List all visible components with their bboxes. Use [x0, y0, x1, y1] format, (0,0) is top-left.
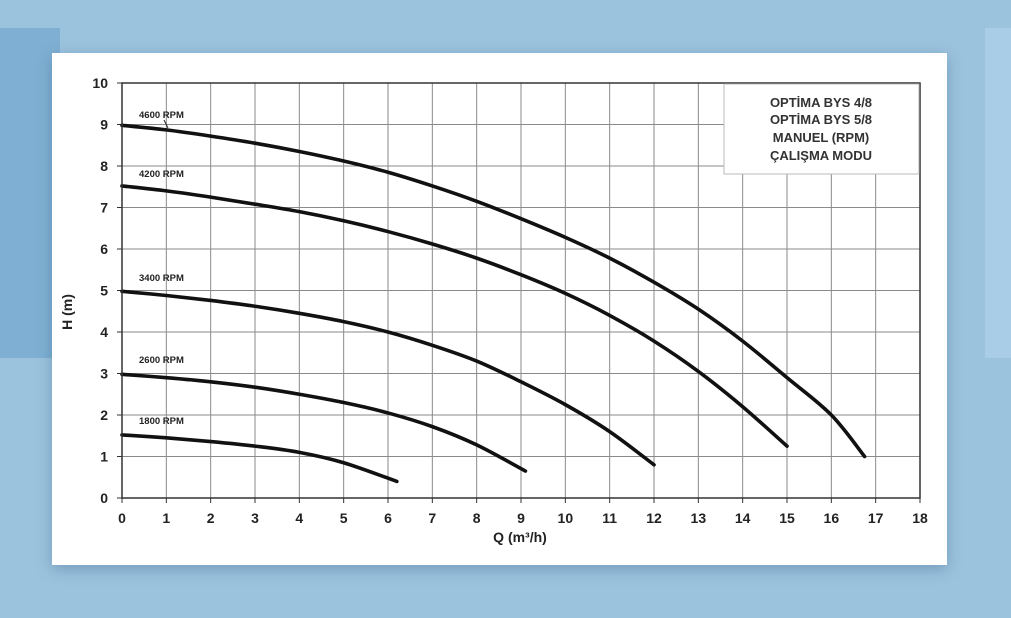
legend-box: OPTİMA BYS 4/8 OPTİMA BYS 5/8 MANUEL (RP…: [723, 83, 920, 175]
x-tick-label: 0: [118, 510, 126, 526]
y-tick-label: 8: [100, 158, 108, 174]
y-tick-label: 3: [100, 366, 108, 382]
series-label-leader: [163, 119, 169, 129]
series-line-4600: [120, 123, 867, 459]
x-tick-label: 1: [162, 510, 170, 526]
x-tick-label: 8: [473, 510, 481, 526]
y-tick-label: 9: [100, 117, 108, 133]
series-label-1800: 1800 RPM: [139, 416, 184, 427]
x-tick-label: 16: [824, 510, 840, 526]
x-tick-label: 18: [912, 510, 928, 526]
x-tick-label: 11: [602, 510, 617, 526]
x-tick-label: 3: [251, 510, 259, 526]
x-tick-label: 9: [517, 510, 525, 526]
series-label-4200: 4200 RPM: [139, 169, 184, 180]
legend-line-2: OPTİMA BYS 5/8: [770, 112, 872, 127]
background-panel-left: [0, 28, 60, 358]
y-tick-label: 5: [100, 283, 108, 299]
y-tick-label: 6: [100, 241, 108, 257]
y-tick-label: 1: [100, 449, 108, 465]
x-tick-label: 17: [868, 510, 884, 526]
x-tick-label: 5: [340, 510, 348, 526]
x-tick-label: 12: [646, 510, 662, 526]
x-tick-label: 14: [735, 510, 751, 526]
x-tick-label: 13: [691, 510, 707, 526]
y-tick-label: 7: [100, 200, 108, 216]
legend-line-4: ÇALIŞMA MODU: [770, 148, 872, 163]
x-tick-label: 2: [207, 510, 215, 526]
background-panel-right: [985, 28, 1011, 358]
x-tick-label: 4: [295, 510, 303, 526]
x-tick-label: 6: [384, 510, 392, 526]
x-tick-label: 10: [558, 510, 574, 526]
plot-frame: [121, 82, 921, 499]
y-tick-label: 4: [100, 324, 108, 340]
x-tick-label: 7: [428, 510, 436, 526]
grid: [117, 82, 921, 503]
y-tick-label: 2: [100, 407, 108, 423]
series-label-4600: 4600 RPM: [139, 110, 184, 121]
legend-line-3: MANUEL (RPM): [773, 130, 870, 145]
x-axis-title: Q (m³/h): [493, 529, 547, 545]
series-label-3400: 3400 RPM: [139, 273, 184, 284]
y-tick-label: 0: [100, 490, 108, 506]
series-line-4200: [120, 184, 789, 448]
legend-line-1: OPTİMA BYS 4/8: [770, 95, 872, 110]
x-tick-label: 15: [779, 510, 795, 526]
curves: [120, 123, 867, 484]
y-tick-label: 10: [92, 75, 108, 91]
series-line-1800: [120, 433, 399, 484]
series-line-3400: [120, 289, 656, 467]
series-label-2600: 2600 RPM: [139, 355, 184, 366]
y-axis-title: H (m): [59, 294, 75, 330]
series-line-2600: [120, 372, 528, 473]
